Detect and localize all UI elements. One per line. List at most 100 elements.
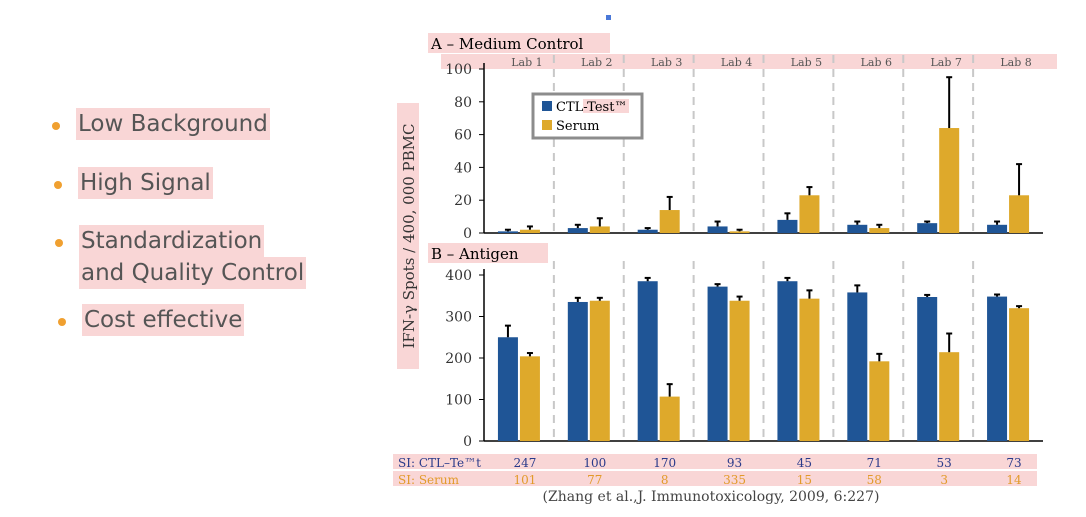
bullet-text: Standardization and Quality Control xyxy=(79,225,307,289)
panel-title-highlight xyxy=(428,33,610,53)
bullet-dot-icon xyxy=(55,239,63,247)
category-label: Lab 4 xyxy=(721,56,752,69)
serum-bar xyxy=(729,231,750,233)
legend-label-ctl-test: CTL-Test™ xyxy=(556,100,627,115)
panel-title: B – Antigen xyxy=(431,245,519,263)
bullet-item-cost-effective: Cost effective xyxy=(58,304,245,336)
serum-bar xyxy=(799,195,820,233)
ctl-test-bar xyxy=(777,219,798,233)
y-tick-label: 40 xyxy=(454,160,472,176)
legend-label-serum: Serum xyxy=(556,119,600,134)
serum-bar xyxy=(939,128,960,233)
legend-highlight xyxy=(583,99,629,113)
ctl-test-bar xyxy=(847,224,868,233)
y-tick-label: 0 xyxy=(463,434,472,450)
ctl-test-bar xyxy=(987,296,1008,441)
serum-bar xyxy=(799,298,820,441)
ctl-test-bar xyxy=(707,286,728,441)
bullet-line: Standardization xyxy=(79,225,265,257)
ctl-test-bar xyxy=(567,228,588,233)
ctl-test-bar xyxy=(497,337,518,441)
panel-title: A – Medium Control xyxy=(430,35,584,53)
serum-bar xyxy=(729,300,750,441)
si-value: 93 xyxy=(727,456,742,470)
si-value: 170 xyxy=(653,456,676,470)
serum-bar xyxy=(659,210,680,233)
bullet-list: Low Background High Signal Standardizati… xyxy=(0,0,380,517)
category-label: Lab 3 xyxy=(651,56,682,69)
si-row-label: SI: CTL–Te™t xyxy=(398,456,481,470)
bullet-item-high-signal: High Signal xyxy=(54,167,213,199)
si-value: 101 xyxy=(513,473,536,487)
y-axis-label-highlight xyxy=(397,103,419,369)
si-value: 58 xyxy=(867,473,882,487)
y-tick-label: 80 xyxy=(454,95,472,111)
ctl-test-bar xyxy=(917,223,938,233)
si-value: 100 xyxy=(583,456,606,470)
bullet-line: Cost effective xyxy=(82,304,245,336)
y-tick-label: 400 xyxy=(445,268,472,284)
bullet-dot-icon xyxy=(54,181,62,189)
si-value: 8 xyxy=(661,473,669,487)
si-value: 335 xyxy=(723,473,746,487)
si-row-band xyxy=(393,454,1037,469)
serum-bar xyxy=(589,300,610,441)
panel-title-highlight xyxy=(428,243,548,263)
serum-bar xyxy=(869,361,890,441)
bullet-line: Low Background xyxy=(76,108,270,140)
y-tick-label: 20 xyxy=(454,193,472,209)
serum-bar xyxy=(1009,195,1030,233)
category-label: Lab 1 xyxy=(511,56,542,69)
y-axis-label: IFN-γ Spots / 400, 000 PBMC xyxy=(400,124,418,349)
ctl-test-bar xyxy=(777,281,798,441)
serum-bar xyxy=(1009,308,1030,441)
legend-swatch-ctl-test xyxy=(542,101,552,111)
si-value: 73 xyxy=(1006,456,1021,470)
category-label: Lab 8 xyxy=(1000,56,1031,69)
si-value: 77 xyxy=(587,473,602,487)
y-tick-label: 100 xyxy=(445,62,472,78)
serum-bar xyxy=(939,352,960,441)
bullet-text: Low Background xyxy=(76,108,270,140)
bullet-text: Cost effective xyxy=(82,304,245,336)
si-value: 14 xyxy=(1006,473,1022,487)
si-value: 247 xyxy=(513,456,536,470)
bullet-line: High Signal xyxy=(78,167,213,199)
si-value: 45 xyxy=(797,456,812,470)
serum-bar xyxy=(869,228,890,233)
y-tick-label: 60 xyxy=(454,128,472,144)
selection-marker xyxy=(606,15,611,20)
bullet-dot-icon xyxy=(58,318,66,326)
si-value: 3 xyxy=(940,473,948,487)
ctl-test-bar xyxy=(987,224,1008,233)
ctl-test-bar xyxy=(707,226,728,233)
citation: (Zhang et al.,J. Immunotoxicology, 2009,… xyxy=(543,489,880,505)
bullet-line: and Quality Control xyxy=(79,257,307,289)
ctl-test-bar xyxy=(637,281,658,441)
serum-bar xyxy=(589,226,610,233)
category-label: Lab 5 xyxy=(791,56,822,69)
ctl-test-bar xyxy=(497,231,518,233)
bullet-item-standardization: Standardization and Quality Control xyxy=(55,225,307,289)
y-tick-label: 300 xyxy=(445,310,472,326)
bullet-dot-icon xyxy=(52,122,60,130)
si-row-band xyxy=(393,471,1037,486)
si-row-label: SI: Serum xyxy=(398,473,460,487)
si-value: 71 xyxy=(867,456,882,470)
serum-bar xyxy=(519,229,540,233)
category-label: Lab 7 xyxy=(930,56,961,69)
legend-swatch-serum xyxy=(542,120,552,130)
y-tick-label: 100 xyxy=(445,393,472,409)
serum-bar xyxy=(519,356,540,441)
bullet-text: High Signal xyxy=(78,167,213,199)
ctl-test-bar xyxy=(847,292,868,441)
category-label: Lab 2 xyxy=(581,56,612,69)
ctl-test-bar xyxy=(637,229,658,233)
y-tick-label: 0 xyxy=(463,226,472,242)
si-value: 15 xyxy=(797,473,812,487)
serum-bar xyxy=(659,396,680,441)
category-label: Lab 6 xyxy=(861,56,892,69)
bullet-item-low-background: Low Background xyxy=(52,108,270,140)
ctl-test-bar xyxy=(917,296,938,441)
